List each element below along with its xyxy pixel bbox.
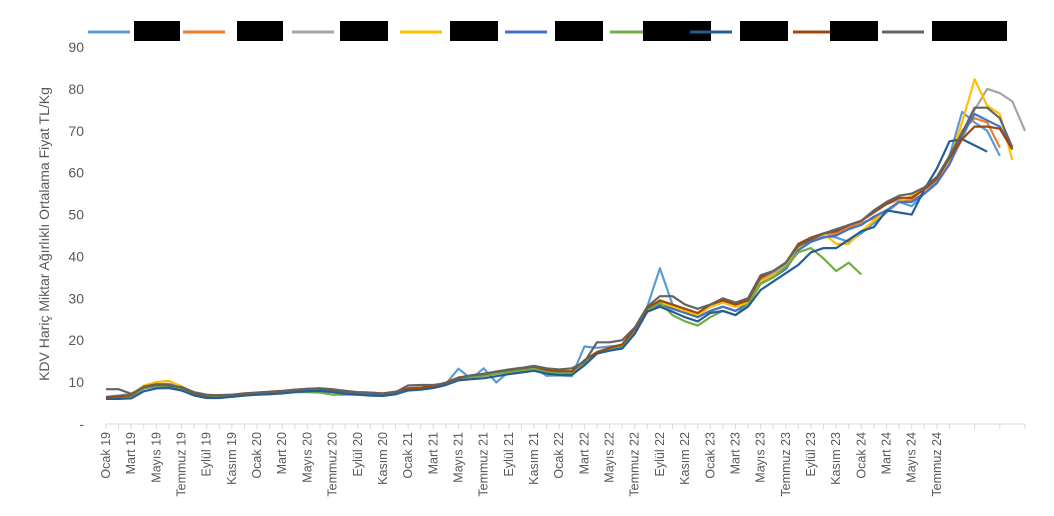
y-tick-label: 20 xyxy=(68,332,84,348)
x-tick-label: Mart 23 xyxy=(728,432,742,474)
x-tick-label: Temmuz 19 xyxy=(175,432,189,497)
legend-redacted-label-6 xyxy=(643,21,711,41)
y-tick-label: 10 xyxy=(68,374,84,390)
x-tick-label: Mart 24 xyxy=(880,432,894,474)
x-tick-label: Mart 22 xyxy=(577,432,591,474)
x-tick-label: Kasım 20 xyxy=(376,432,390,485)
x-tick-label: Ocak 21 xyxy=(401,432,415,479)
y-tick-label: 30 xyxy=(68,290,84,306)
x-tick-label: Eylül 20 xyxy=(351,432,365,477)
x-tick-label: Temmuz 21 xyxy=(477,432,491,497)
x-tick-label: Ocak 23 xyxy=(703,432,717,479)
y-axis: - 10 20 30 40 50 60 70 80 90 xyxy=(68,39,84,432)
x-tick-label: Mayıs 23 xyxy=(754,432,768,483)
x-tick-label: Eylül 23 xyxy=(804,432,818,477)
x-tick-label: Ocak 19 xyxy=(99,432,113,479)
x-tick-label: Eylül 19 xyxy=(200,432,214,477)
legend-redacted-label-3 xyxy=(340,21,388,41)
legend-redacted-label-2 xyxy=(237,21,283,41)
x-tick-label: Mayıs 19 xyxy=(149,432,163,483)
y-tick-label: 80 xyxy=(68,81,84,97)
x-tick-label: Mayıs 21 xyxy=(451,432,465,483)
series-lines xyxy=(105,78,1027,400)
y-tick-label: 50 xyxy=(68,207,84,223)
x-tick-label: Mart 20 xyxy=(275,432,289,474)
x-tick-label: Eylül 22 xyxy=(653,432,667,477)
legend-redacted-label-5 xyxy=(555,21,603,41)
y-tick-label: 60 xyxy=(68,165,84,181)
x-tick-label: Mayıs 20 xyxy=(300,432,314,483)
x-tick-label: Temmuz 23 xyxy=(779,432,793,497)
legend-redacted-label-8 xyxy=(830,21,878,41)
series-line-7 xyxy=(106,138,988,400)
x-tick-label: Kasım 23 xyxy=(829,432,843,485)
y-axis-label: KDV Hariç Miktar Ağırlıklı Ortalama Fiya… xyxy=(36,87,52,381)
legend-redacted-label-4 xyxy=(450,21,498,41)
y-tick-label: 40 xyxy=(68,248,84,264)
legend-redacted-label-7 xyxy=(740,21,788,41)
x-tick-label: Kasım 22 xyxy=(678,432,692,485)
x-tick-label: Mayıs 24 xyxy=(905,432,919,483)
y-tick-label: - xyxy=(79,416,84,432)
legend-redacted-label-9 xyxy=(932,21,1007,41)
legend-redacted-label-1 xyxy=(134,21,180,41)
x-axis: Ocak 19 Mart 19 Mayıs 19 Temmuz 19 Eylül 19 K… xyxy=(99,424,1026,497)
x-tick-label: Temmuz 24 xyxy=(930,432,944,497)
x-tick-label: Mart 19 xyxy=(124,432,138,474)
x-tick-label: Mart 21 xyxy=(426,432,440,474)
x-tick-label: Ocak 20 xyxy=(250,432,264,479)
x-tick-label: Temmuz 22 xyxy=(628,432,642,497)
legend xyxy=(88,21,1007,41)
x-tick-label: Kasım 19 xyxy=(225,432,239,485)
y-tick-label: 90 xyxy=(68,39,84,55)
x-tick-label: Ocak 22 xyxy=(552,432,566,479)
x-tick-label: Temmuz 20 xyxy=(326,432,340,497)
x-tick-label: Mayıs 22 xyxy=(603,432,617,483)
x-tick-label: Kasım 21 xyxy=(527,432,541,485)
x-tick-label: Eylül 21 xyxy=(502,432,516,477)
x-tick-label: Ocak 24 xyxy=(854,432,868,479)
y-tick-label: 70 xyxy=(68,123,84,139)
series-line-9 xyxy=(106,106,1014,397)
